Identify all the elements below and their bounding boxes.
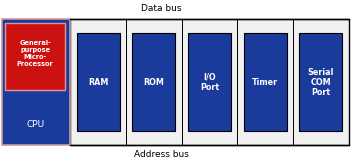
Text: General-
purpose
Micro-
Processor: General- purpose Micro- Processor [17, 40, 53, 67]
Bar [77, 33, 120, 131]
Bar [2, 19, 70, 145]
Bar [70, 19, 349, 145]
Text: Timer: Timer [252, 78, 278, 87]
Bar [5, 23, 65, 90]
Bar [132, 33, 175, 131]
Text: ROM: ROM [143, 78, 164, 87]
Bar [244, 33, 286, 131]
Text: CPU: CPU [26, 120, 44, 129]
Text: Data bus: Data bus [141, 4, 182, 13]
Text: Serial
COM
Port: Serial COM Port [307, 68, 334, 97]
Text: RAM: RAM [88, 78, 108, 87]
Text: I/O
Port: I/O Port [200, 73, 219, 92]
Bar [299, 33, 342, 131]
Text: Address bus: Address bus [134, 150, 189, 159]
Bar [188, 33, 231, 131]
